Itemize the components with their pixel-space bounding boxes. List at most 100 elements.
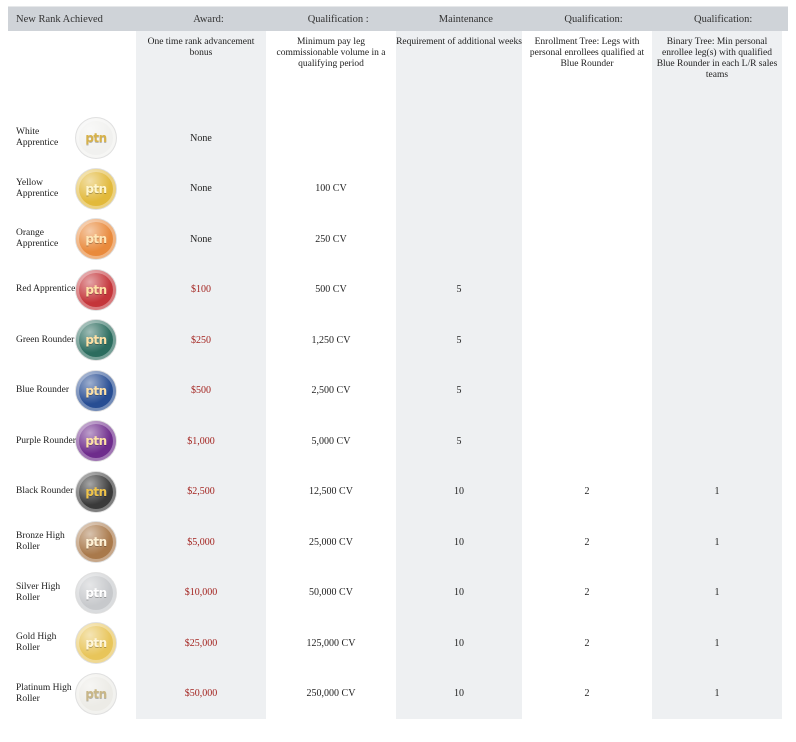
column-weeks: 5 5 5 5 10 10 10 10 10 [396, 113, 522, 719]
coin-logo-text: ptn [85, 333, 107, 348]
rank-row-5: Blue Rounder ptn [8, 366, 136, 417]
table-subheader-row: One time rank advancement bonus Minimum … [8, 31, 788, 113]
weeks-cell: 10 [454, 688, 464, 700]
volume-cell: 12,500 CV [309, 486, 353, 498]
rank-name: Black Rounder [16, 486, 74, 497]
rank-name: Blue Rounder [16, 385, 70, 396]
binary-cell [652, 416, 782, 467]
weeks-cell [396, 214, 522, 265]
table-header-row: New Rank Achieved Award: Qualification :… [8, 6, 788, 31]
rank-name: Platinum High Roller [16, 682, 72, 704]
subheader-award: One time rank advancement bonus [136, 31, 266, 113]
rank-row-3: Red Apprentice ptn [8, 265, 136, 316]
award-cell: None [190, 233, 212, 245]
volume-cell: 2,500 CV [311, 385, 351, 397]
weeks-cell [396, 164, 522, 215]
enroll-cell [522, 214, 652, 265]
column-rank: White Apprentice ptn Yellow Apprentice ptn O… [8, 113, 136, 719]
rank-coin-icon: ptn [76, 623, 116, 664]
rank-row-4: Green Rounder ptn [8, 315, 136, 366]
award-cell: None [190, 132, 212, 144]
rank-coin-icon: ptn [76, 572, 116, 613]
column-award: None None None $100 $250 $500 $1,000 $2,500 $5,0… [136, 113, 266, 719]
rank-name: Orange Apprentice [16, 228, 59, 250]
binary-cell: 1 [714, 587, 720, 599]
coin-logo-text: ptn [85, 383, 107, 398]
volume-cell: 125,000 CV [306, 637, 356, 649]
award-cell: $2,500 [187, 486, 215, 498]
table-body: White Apprentice ptn Yellow Apprentice ptn O… [8, 113, 788, 719]
rank-name: White Apprentice [16, 127, 59, 149]
header-qualification-enrollment: Qualification: [564, 13, 623, 25]
header-qualification-volume: Qualification : [307, 13, 369, 25]
subheader-enrollment: Enrollment Tree: Legs with personal enro… [522, 31, 652, 113]
enroll-cell: 2 [584, 536, 590, 548]
rank-row-8: Bronze High Roller ptn [8, 517, 136, 568]
coin-logo-text: ptn [85, 636, 107, 651]
volume-cell: 250,000 CV [306, 688, 356, 700]
coin-logo-text: ptn [85, 282, 107, 297]
rank-table: New Rank Achieved Award: Qualification :… [8, 6, 788, 719]
header-award: Award: [193, 13, 224, 25]
enroll-cell: 2 [584, 637, 590, 649]
coin-logo-text: ptn [85, 585, 107, 600]
award-cell: $5,000 [187, 536, 215, 548]
weeks-cell: 5 [456, 385, 462, 397]
coin-logo-text: ptn [85, 535, 107, 550]
award-cell: None [190, 183, 212, 195]
rank-coin-icon: ptn [76, 168, 116, 209]
weeks-cell [396, 113, 522, 164]
binary-cell: 1 [714, 688, 720, 700]
header-qualification-binary: Qualification: [694, 13, 753, 25]
coin-logo-text: ptn [85, 131, 107, 146]
award-cell: $1,000 [187, 435, 215, 447]
volume-cell: 1,250 CV [311, 334, 351, 346]
weeks-cell: 10 [454, 536, 464, 548]
binary-cell [652, 164, 782, 215]
binary-cell [652, 366, 782, 417]
rank-name: Yellow Apprentice [16, 177, 59, 199]
weeks-cell: 5 [456, 284, 462, 296]
rank-row-11: Platinum High Roller ptn [8, 669, 136, 720]
volume-cell: 100 CV [315, 183, 347, 195]
award-cell: $500 [191, 385, 211, 397]
binary-cell: 1 [714, 536, 720, 548]
subheader-weeks: Requirement of additional weeks [396, 31, 522, 113]
award-cell: $25,000 [184, 637, 218, 649]
weeks-cell: 5 [456, 334, 462, 346]
weeks-cell: 10 [454, 637, 464, 649]
binary-cell [652, 113, 782, 164]
binary-cell [652, 214, 782, 265]
subheader-binary: Binary Tree: Min personal enrollee leg(s… [652, 31, 782, 113]
weeks-cell: 10 [454, 486, 464, 498]
award-cell: $50,000 [184, 688, 218, 700]
rank-coin-icon: ptn [76, 522, 116, 563]
rank-row-0: White Apprentice ptn [8, 113, 136, 164]
rank-name: Bronze High Roller [16, 531, 65, 553]
binary-cell [652, 265, 782, 316]
rank-row-2: Orange Apprentice ptn [8, 214, 136, 265]
enroll-cell [522, 113, 652, 164]
enroll-cell [522, 315, 652, 366]
coin-logo-text: ptn [85, 484, 107, 499]
enroll-cell [522, 164, 652, 215]
coin-logo-text: ptn [85, 434, 107, 449]
volume-cell: 25,000 CV [309, 536, 353, 548]
column-volume: 100 CV 250 CV 500 CV 1,250 CV 2,500 CV 5,000 … [266, 113, 396, 719]
rank-coin-icon: ptn [76, 421, 116, 462]
binary-cell [652, 315, 782, 366]
rank-coin-icon: ptn [76, 673, 116, 714]
enroll-cell: 2 [584, 688, 590, 700]
rank-row-10: Gold High Roller ptn [8, 618, 136, 669]
rank-name: Silver High Roller [16, 581, 61, 603]
volume-cell: 250 CV [315, 233, 347, 245]
volume-cell [266, 113, 396, 164]
volume-cell: 500 CV [315, 284, 347, 296]
subheader-rank [8, 31, 136, 113]
rank-coin-icon: ptn [76, 320, 116, 361]
enroll-cell: 2 [584, 587, 590, 599]
rank-coin-icon: ptn [76, 269, 116, 310]
rank-name: Purple Rounder [16, 435, 76, 446]
rank-row-6: Purple Rounder ptn [8, 416, 136, 467]
award-cell: $10,000 [184, 587, 218, 599]
